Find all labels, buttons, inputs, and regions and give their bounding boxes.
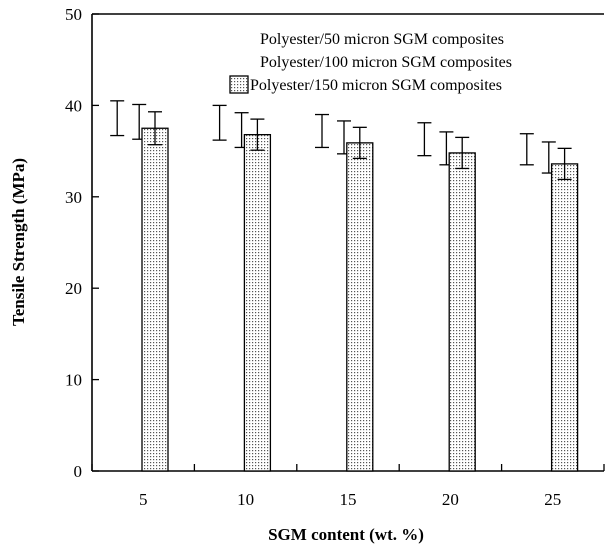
y-tick-label: 10	[65, 371, 82, 390]
y-tick-label: 30	[65, 188, 82, 207]
y-tick-label: 50	[65, 5, 82, 24]
x-tick-label: 15	[340, 490, 357, 509]
legend-label: Polyester/150 micron SGM composites	[250, 77, 502, 94]
bar	[141, 127, 169, 472]
y-axis-title: Tensile Strength (MPa)	[9, 158, 28, 326]
legend-swatch	[229, 75, 249, 94]
bar	[448, 152, 476, 472]
x-tick-label: 25	[544, 490, 561, 509]
y-tick-label: 20	[65, 279, 82, 298]
y-tick-label: 40	[65, 96, 82, 115]
bar	[243, 133, 272, 472]
bar	[550, 163, 579, 472]
bar	[346, 142, 374, 472]
x-axis-title: SGM content (wt. %)	[268, 525, 424, 544]
x-tick-label: 20	[442, 490, 459, 509]
legend: Polyester/50 micron SGM composites Polyes…	[229, 31, 512, 94]
legend-label: Polyester/50 micron SGM composites	[260, 31, 504, 48]
y-tick-label: 0	[74, 462, 83, 481]
x-tick-label: 10	[237, 490, 254, 509]
legend-label: Polyester/100 micron SGM composites	[260, 54, 512, 71]
x-tick-label: 5	[139, 490, 148, 509]
